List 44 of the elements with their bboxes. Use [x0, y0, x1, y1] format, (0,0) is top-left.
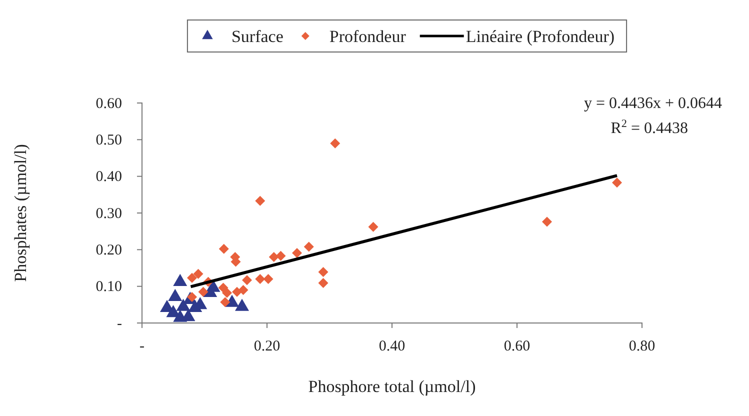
point [318, 278, 328, 288]
point [222, 288, 232, 298]
x-axis-title: Phosphore total (µmol/l) [308, 377, 476, 396]
x-tick-label: 0.80 [628, 338, 656, 354]
y-tick-label: 0.50 [96, 132, 122, 148]
point [368, 222, 378, 232]
point [318, 267, 328, 278]
y-tick-label: 0.10 [96, 279, 122, 296]
point [268, 252, 279, 262]
y-axis-title: Phosphates (µmol/l) [11, 144, 30, 282]
y-tick-label: 0.30 [96, 206, 122, 222]
point [292, 248, 302, 258]
point [263, 274, 274, 284]
point [218, 244, 229, 254]
y-tick-label: 0.60 [96, 96, 122, 112]
point [255, 274, 266, 284]
annotation: y = 0.4436x + 0.0644 [584, 95, 722, 112]
point [612, 178, 622, 188]
point [276, 250, 286, 261]
point [187, 272, 197, 283]
point [242, 275, 252, 286]
x-tick-label: 0.20 [254, 338, 280, 354]
x-tick-label: 0.40 [378, 338, 406, 354]
point [173, 274, 188, 286]
point [187, 292, 197, 302]
point [542, 216, 552, 227]
y-tick-label: 0.20 [96, 242, 122, 258]
point [198, 286, 208, 297]
point [234, 298, 250, 311]
point [168, 288, 182, 302]
x-tick-label: 0.60 [504, 338, 530, 354]
point [238, 285, 248, 295]
y-tick-label: - [117, 316, 122, 332]
point [255, 196, 266, 206]
legend-label: Profondeur [329, 26, 406, 46]
point [304, 242, 314, 252]
y-tick-label: 0.40 [96, 169, 122, 186]
x-tick-label: - [140, 338, 144, 354]
legend-label: Surface [231, 26, 284, 46]
point [220, 297, 230, 308]
point [330, 138, 340, 148]
point [193, 268, 204, 279]
annotation: R$^{2}$ = 0.4438 [610, 118, 688, 137]
legend-label: Linéaire (Profondeur) [466, 26, 615, 46]
